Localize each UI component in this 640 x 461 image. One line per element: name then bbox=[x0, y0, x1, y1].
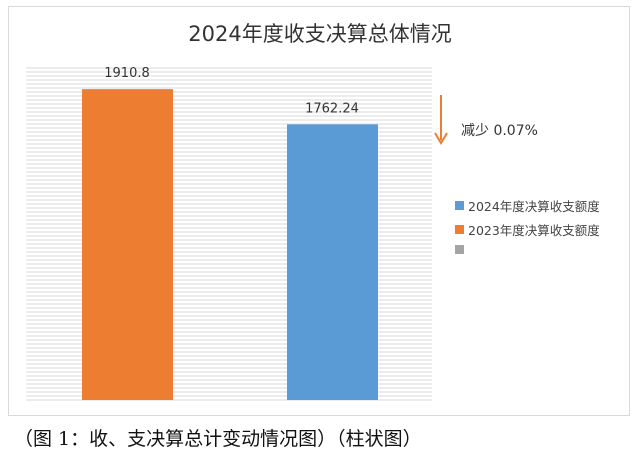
legend-swatch bbox=[455, 201, 464, 210]
bar-2024年度 bbox=[287, 124, 378, 400]
legend-swatch bbox=[455, 245, 464, 254]
bar-2023年度 bbox=[82, 89, 173, 401]
legend-label: 2023年度决算收支额度 bbox=[468, 223, 600, 238]
chart-frame bbox=[8, 6, 630, 416]
legend-label: 2024年度决算收支额度 bbox=[468, 199, 600, 214]
down-arrow-head-icon bbox=[434, 132, 448, 145]
legend-item-empty bbox=[455, 245, 468, 254]
decrease-annotation: 减少 0.07% bbox=[461, 123, 538, 139]
legend-swatch bbox=[455, 225, 464, 234]
figure-caption: （图 1：收、支决算总计变动情况图）（柱状图） bbox=[14, 428, 422, 450]
data-label: 1762.24 bbox=[305, 101, 359, 116]
data-label: 1910.8 bbox=[104, 66, 150, 81]
chart-title: 2024年度收支决算总体情况 bbox=[188, 22, 452, 46]
legend-item-2024: 2024年度决算收支额度 bbox=[455, 196, 600, 215]
legend-item-2023: 2023年度决算收支额度 bbox=[455, 220, 600, 239]
